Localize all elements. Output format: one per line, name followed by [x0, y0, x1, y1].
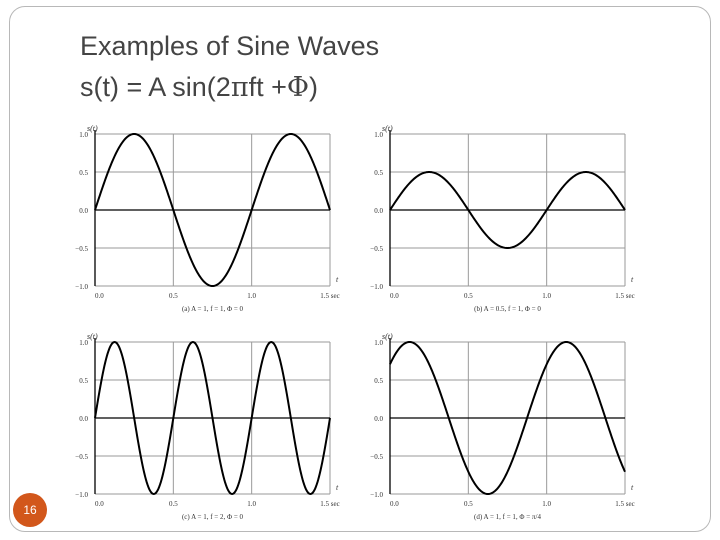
sine-plot-c: 1.0 0.5 0.0 −0.5 −1.0 0.0 0.5 1.0 1.5 sec s(t) t (c…: [75, 332, 339, 521]
slide-formula: s(t) = A sin(2πft +Φ): [80, 72, 318, 103]
sine-plot-d: 1.0 0.5 0.0 −0.5 −1.0 0.0 0.5 1.0 1.5 sec s(t) t (d…: [370, 332, 634, 521]
y-axis-label: s(t): [382, 332, 393, 341]
chart-caption: (c) A = 1, f = 2, Φ = 0: [182, 513, 244, 521]
sine-plot-a: 1.0 0.5 0.0 −0.5 −1.0 0.0 0.5 1.0 1.5 sec s(t) t (a…: [75, 124, 339, 313]
plot-body: 1.0 0.5 0.0 −0.5 −1.0 0.0 0.5 1.0 1.5 sec s(t) t (a…: [75, 124, 339, 313]
x-tick-label: 1.5 sec: [615, 500, 634, 508]
y-tick-label: −1.0: [370, 491, 383, 499]
y-tick-label: 0.5: [79, 377, 88, 385]
plot-body: 1.0 0.5 0.0 −0.5 −1.0 0.0 0.5 1.0 1.5 sec s(t) t (b…: [370, 124, 634, 313]
x-tick-label: 0.0: [390, 500, 399, 508]
slide-title: Examples of Sine Waves: [80, 31, 380, 61]
chart-caption: (a) A = 1, f = 1, Φ = 0: [182, 305, 244, 313]
chart-caption: (d) A = 1, f = 1, Φ = π/4: [474, 513, 541, 521]
sine-plot-b: 1.0 0.5 0.0 −0.5 −1.0 0.0 0.5 1.0 1.5 sec s(t) t (b…: [370, 124, 634, 313]
chart-caption: (b) A = 0.5, f = 1, Φ = 0: [474, 305, 541, 313]
x-tick-label: 0.0: [95, 500, 104, 508]
x-axis-label: t: [336, 483, 339, 492]
y-tick-label: 1.0: [374, 339, 383, 347]
sine-curve: [94, 132, 331, 288]
y-tick-label: 1.0: [79, 339, 88, 347]
x-tick-label: 0.5: [464, 500, 473, 508]
x-tick-label: 1.5 sec: [615, 292, 634, 300]
x-axis-label: t: [631, 483, 634, 492]
x-tick-label: 0.0: [390, 292, 399, 300]
y-tick-label: −0.5: [75, 245, 88, 253]
y-tick-label: 0.0: [79, 207, 88, 215]
sine-curve: [389, 340, 626, 496]
sine-curve: [389, 170, 626, 250]
y-axis-label: s(t): [87, 124, 98, 133]
x-tick-label: 1.5 sec: [320, 500, 339, 508]
x-tick-label: 1.0: [247, 500, 256, 508]
x-tick-label: 0.0: [95, 292, 104, 300]
page-number-badge: 16: [13, 493, 47, 527]
formula-phi-symbol: Φ: [286, 72, 309, 103]
y-tick-label: −0.5: [75, 453, 88, 461]
x-tick-label: 1.0: [542, 500, 551, 508]
y-tick-label: 0.5: [374, 169, 383, 177]
y-tick-label: −1.0: [75, 283, 88, 291]
y-tick-label: 0.0: [374, 415, 383, 423]
x-tick-label: 0.5: [464, 292, 473, 300]
x-axis-label: t: [631, 275, 634, 284]
y-tick-label: 0.0: [79, 415, 88, 423]
x-tick-label: 0.5: [169, 500, 178, 508]
y-tick-label: 0.0: [374, 207, 383, 215]
y-tick-label: 1.0: [374, 131, 383, 139]
x-tick-label: 1.0: [247, 292, 256, 300]
formula-pi-symbol: π: [230, 72, 249, 103]
x-axis-label: t: [336, 275, 339, 284]
x-tick-label: 1.0: [542, 292, 551, 300]
y-tick-label: −1.0: [370, 283, 383, 291]
sine-curve: [94, 340, 331, 496]
y-tick-label: −0.5: [370, 245, 383, 253]
x-tick-label: 1.5 sec: [320, 292, 339, 300]
plot-body: 1.0 0.5 0.0 −0.5 −1.0 0.0 0.5 1.0 1.5 sec s(t) t (c…: [75, 332, 339, 521]
plot-body: 1.0 0.5 0.0 −0.5 −1.0 0.0 0.5 1.0 1.5 sec s(t) t (d…: [370, 332, 634, 521]
y-tick-label: 0.5: [79, 169, 88, 177]
y-tick-label: 1.0: [79, 131, 88, 139]
y-axis-label: s(t): [382, 124, 393, 133]
formula-prefix: s(t) = A sin(2: [80, 72, 231, 102]
y-tick-label: 0.5: [374, 377, 383, 385]
slide-frame: [9, 6, 711, 532]
y-tick-label: −0.5: [370, 453, 383, 461]
formula-suffix: ): [308, 72, 318, 102]
formula-mid: ft +: [248, 72, 287, 102]
y-axis-label: s(t): [87, 332, 98, 341]
x-tick-label: 0.5: [169, 292, 178, 300]
y-tick-label: −1.0: [75, 491, 88, 499]
